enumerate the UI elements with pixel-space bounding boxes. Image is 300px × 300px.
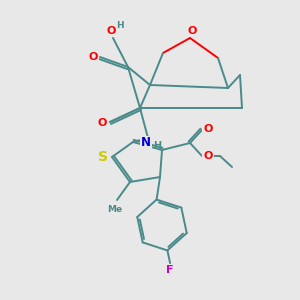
Text: F: F <box>167 265 174 275</box>
Text: Me: Me <box>107 205 123 214</box>
Text: O: O <box>203 151 213 161</box>
Text: O: O <box>106 26 116 36</box>
Text: O: O <box>88 52 98 62</box>
Text: H: H <box>116 22 124 31</box>
Text: N: N <box>141 136 151 149</box>
Text: O: O <box>97 118 107 128</box>
Text: H: H <box>153 141 161 151</box>
Text: O: O <box>187 26 197 36</box>
Text: S: S <box>98 150 108 164</box>
Text: O: O <box>203 124 213 134</box>
